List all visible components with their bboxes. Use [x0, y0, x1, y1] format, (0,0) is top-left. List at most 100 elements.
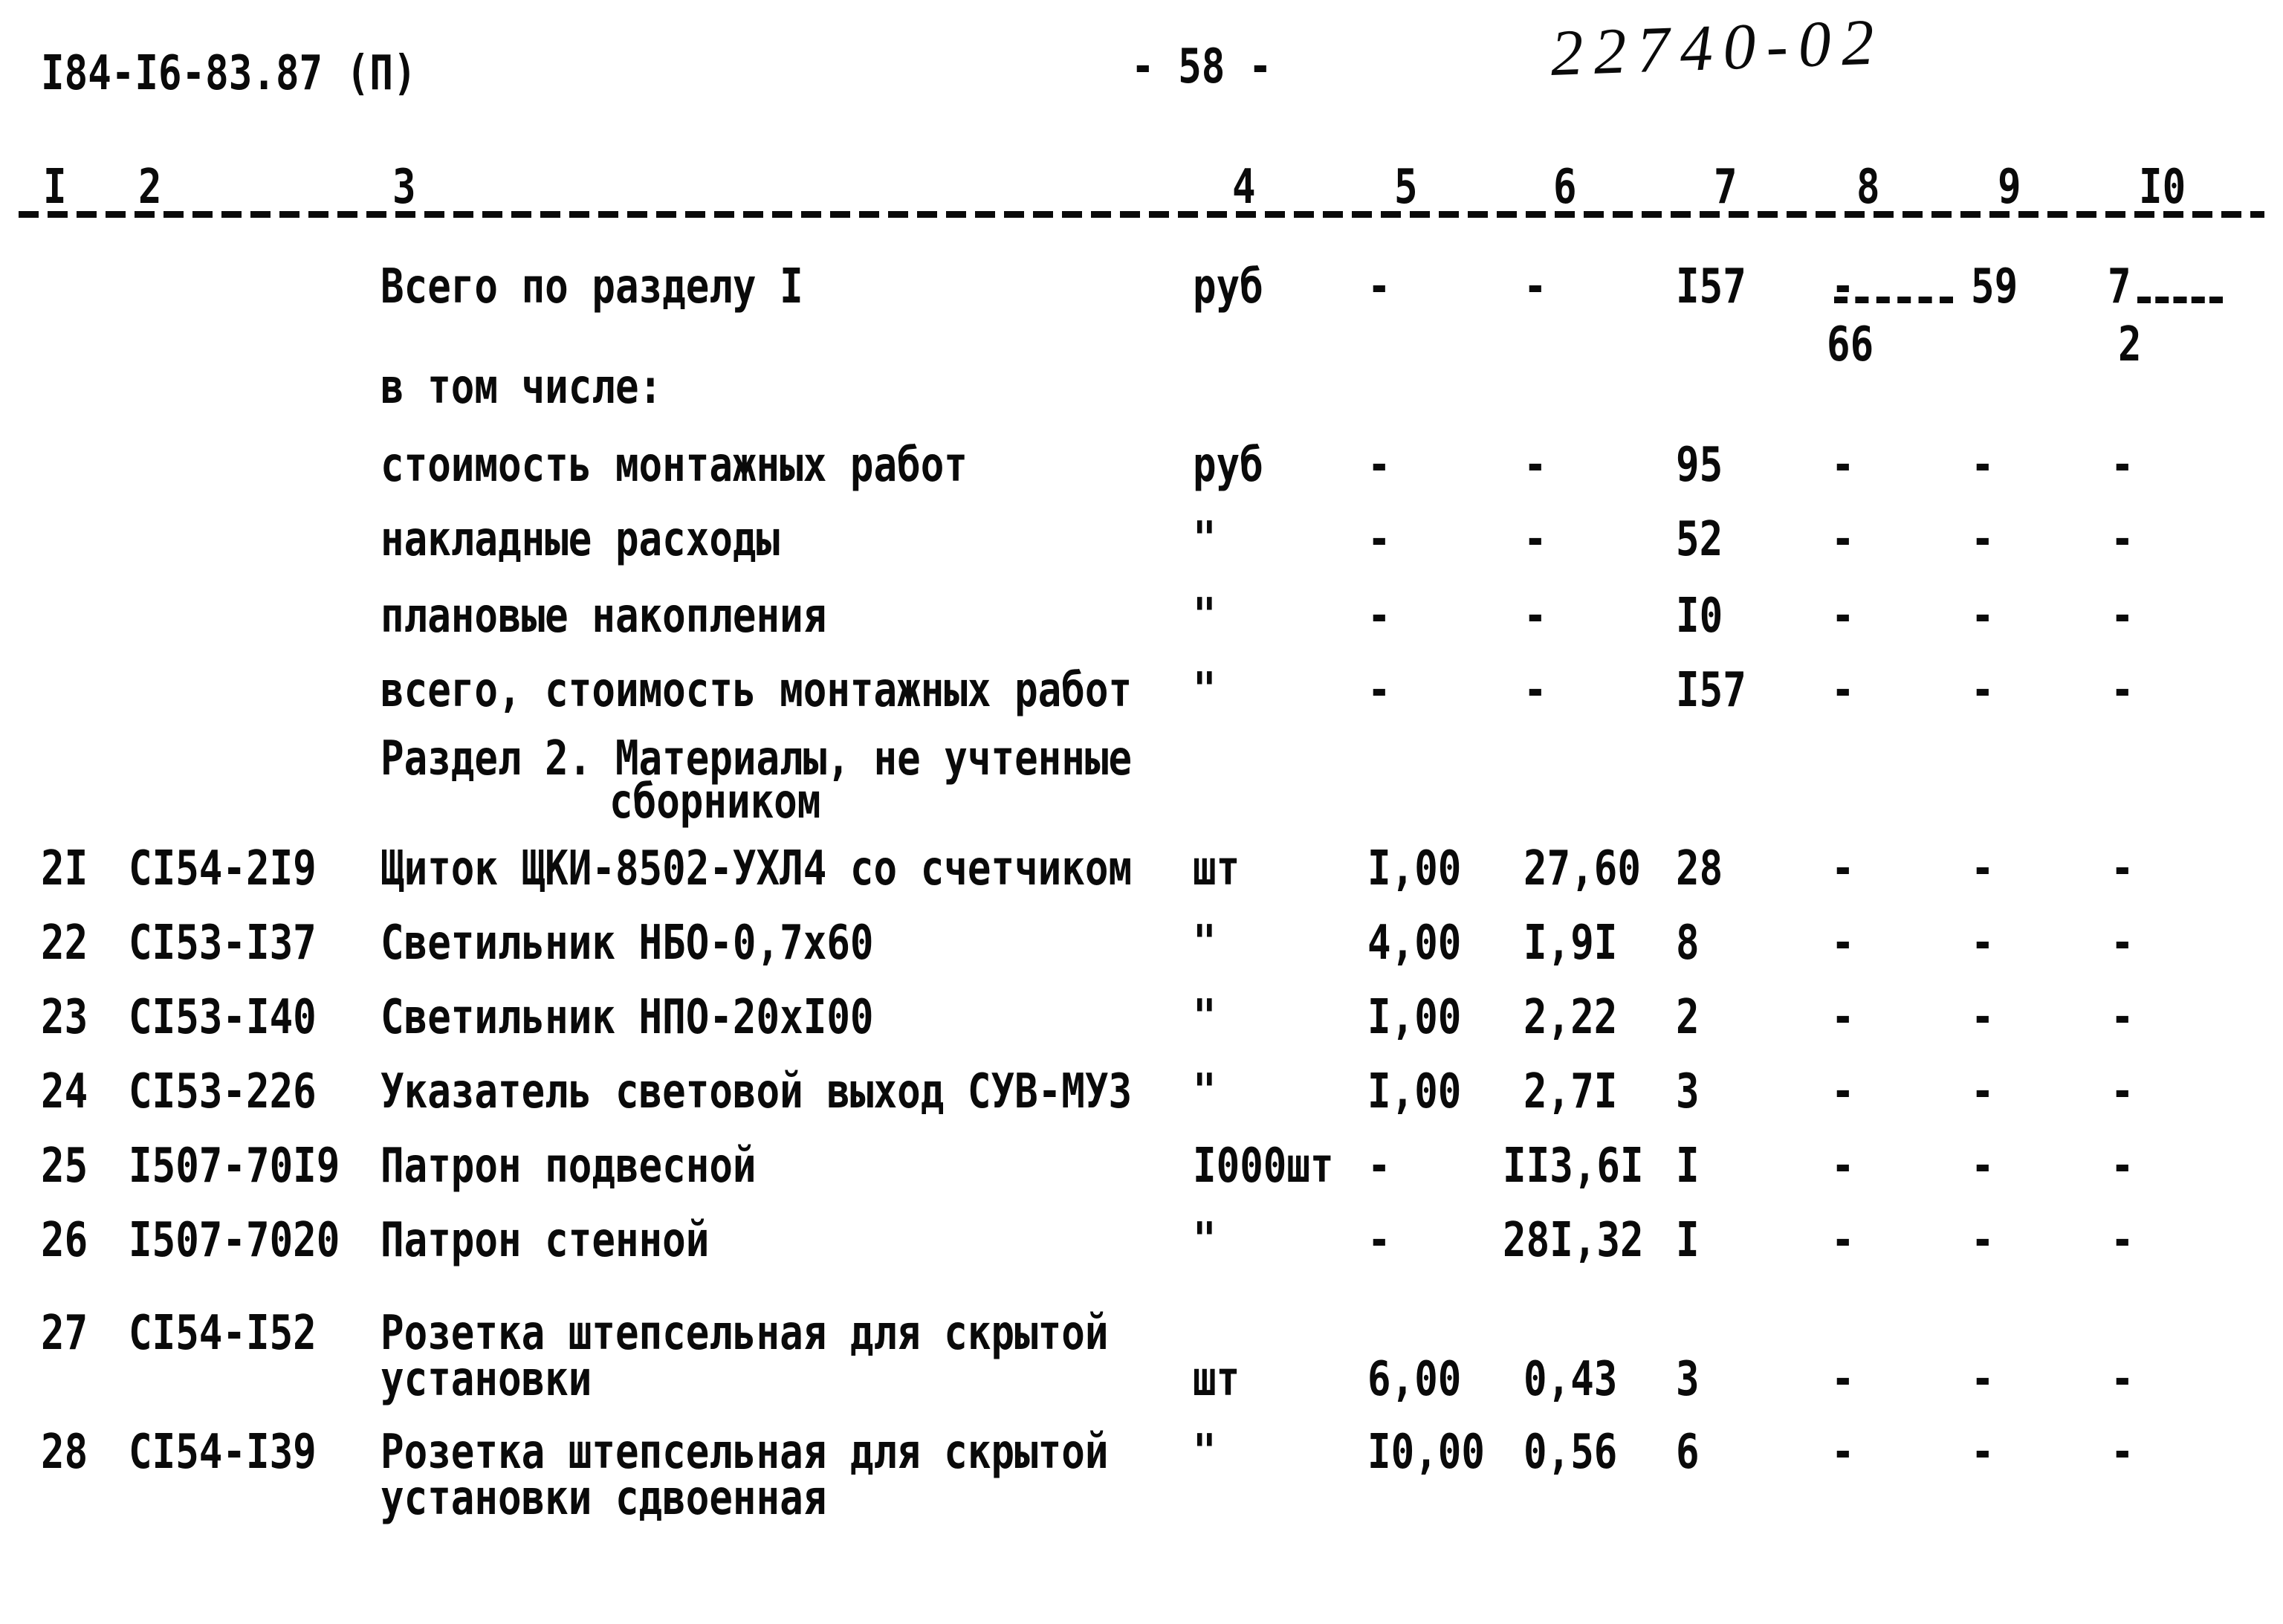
item-25-price: II3,6I [1503, 1139, 1644, 1194]
page-number: - 58 - [1131, 39, 1272, 94]
item-21-col8-dash: - [1831, 841, 1855, 896]
total-col8-fraction-rule [1834, 297, 1953, 303]
item-27-name-line2: установки [380, 1352, 592, 1407]
item-21-code: CI54-2I9 [129, 841, 317, 896]
item-26-col8-dash: - [1831, 1213, 1855, 1268]
item-23-col9-dash: - [1971, 990, 1995, 1045]
item-22-number: 22 [41, 916, 88, 971]
item-26-price: 28I,32 [1503, 1213, 1644, 1268]
col-header-5: 5 [1394, 160, 1418, 215]
item-27-qty: 6,00 [1367, 1352, 1462, 1407]
item-24-sum: 3 [1676, 1064, 1700, 1119]
item-21-col10-dash: - [2111, 841, 2134, 896]
item-23-price: 2,22 [1523, 990, 1618, 1045]
total-col10-denominator: 2 [2118, 317, 2142, 372]
col-header-4: 4 [1232, 160, 1256, 215]
item-24-code: CI53-226 [129, 1064, 317, 1119]
item-27-number: 27 [41, 1306, 88, 1361]
summary-row-3-label: плановые накопления [380, 589, 827, 644]
item-22-qty: 4,00 [1367, 916, 1462, 971]
item-23-unit: " [1193, 990, 1217, 1045]
summary-row-1-sum: 95 [1676, 438, 1723, 493]
summary-row-1-price-dash: - [1523, 438, 1547, 493]
item-28-name-line2: установки сдвоенная [380, 1471, 827, 1526]
item-27-col8-dash: - [1831, 1352, 1855, 1407]
item-24-price: 2,7I [1523, 1064, 1618, 1119]
item-26-number: 26 [41, 1213, 88, 1268]
item-28-code: CI54-I39 [129, 1425, 317, 1480]
item-27-code: CI54-I52 [129, 1306, 317, 1361]
summary-row-4-col8-dash: - [1831, 663, 1855, 718]
summary-row-1-col9-dash: - [1971, 438, 1995, 493]
item-28-name-line1: Розетка штепсельная для скрытой [380, 1425, 1109, 1480]
handwritten-mark: 22740-02 [1549, 6, 1886, 90]
summary-row-2-col10-dash: - [2111, 512, 2134, 567]
summary-row-3-price-dash: - [1523, 589, 1547, 644]
item-21-number: 2I [41, 841, 88, 896]
item-21-price: 27,60 [1523, 841, 1641, 896]
total-col10-fraction-rule [2137, 297, 2223, 303]
item-28-col10-dash: - [2111, 1425, 2134, 1480]
item-24-qty: I,00 [1367, 1064, 1462, 1119]
summary-row-2-col8-dash: - [1831, 512, 1855, 567]
item-22-col8-dash: - [1831, 916, 1855, 971]
summary-row-4-qty-dash: - [1367, 663, 1391, 718]
col-header-9: 9 [1998, 160, 2021, 215]
item-22-name: Светильник НБО-0,7х60 [380, 916, 874, 971]
summary-row-3-sum: I0 [1676, 589, 1723, 644]
summary-row-2-col9-dash: - [1971, 512, 1995, 567]
summary-row-4-label: всего, стоимость монтажных работ [380, 663, 1133, 718]
item-28-sum: 6 [1676, 1425, 1700, 1480]
item-28-price: 0,56 [1523, 1425, 1618, 1480]
summary-row-4-unit: " [1193, 663, 1217, 718]
summary-row-1-col10-dash: - [2111, 438, 2134, 493]
item-26-unit: " [1193, 1213, 1217, 1268]
including-label: в том числе: [380, 360, 663, 415]
item-23-code: CI53-I40 [129, 990, 317, 1045]
summary-row-1-col8-dash: - [1831, 438, 1855, 493]
total-row-qty-dash: - [1367, 259, 1391, 314]
item-24-number: 24 [41, 1064, 88, 1119]
item-27-sum: 3 [1676, 1352, 1700, 1407]
item-28-col9-dash: - [1971, 1425, 1995, 1480]
item-21-name: Щиток ЩКИ-8502-УХЛ4 со счетчиком [380, 841, 1133, 896]
item-24-col8-dash: - [1831, 1064, 1855, 1119]
item-26-name: Патрон стенной [380, 1213, 710, 1268]
item-25-sum: I [1676, 1139, 1700, 1194]
item-28-qty: I0,00 [1367, 1425, 1485, 1480]
item-25-unit: I000шт [1193, 1139, 1334, 1194]
item-25-code: I507-70I9 [129, 1139, 340, 1194]
summary-row-2-qty-dash: - [1367, 512, 1391, 567]
doc-number: I84-I6-83.87 (П) [41, 46, 417, 101]
item-23-col8-dash: - [1831, 990, 1855, 1045]
section2-title-line1: Раздел 2. Материалы, не учтенные [380, 731, 1133, 786]
item-26-code: I507-7020 [129, 1213, 340, 1268]
summary-row-4-col10-dash: - [2111, 663, 2134, 718]
table-header-dashed-rule [19, 211, 2264, 218]
item-25-col9-dash: - [1971, 1139, 1995, 1194]
col-header-7: 7 [1714, 160, 1738, 215]
item-22-col9-dash: - [1971, 916, 1995, 971]
item-21-qty: I,00 [1367, 841, 1462, 896]
item-26-col9-dash: - [1971, 1213, 1995, 1268]
summary-row-4-col9-dash: - [1971, 663, 1995, 718]
item-27-col9-dash: - [1971, 1352, 1995, 1407]
col-header-1: I [43, 160, 67, 215]
item-25-number: 25 [41, 1139, 88, 1194]
col-header-2: 2 [138, 160, 162, 215]
total-col10-numerator: 7 [2108, 259, 2131, 314]
item-23-number: 23 [41, 990, 88, 1045]
summary-row-3-qty-dash: - [1367, 589, 1391, 644]
summary-row-2-sum: 52 [1676, 512, 1723, 567]
summary-row-1-label: стоимость монтажных работ [380, 438, 968, 493]
item-28-col8-dash: - [1831, 1425, 1855, 1480]
item-21-col9-dash: - [1971, 841, 1995, 896]
summary-row-2-price-dash: - [1523, 512, 1547, 567]
item-28-number: 28 [41, 1425, 88, 1480]
item-25-col8-dash: - [1831, 1139, 1855, 1194]
item-24-col9-dash: - [1971, 1064, 1995, 1119]
summary-row-3-unit: " [1193, 589, 1217, 644]
item-22-code: CI53-I37 [129, 916, 317, 971]
col-header-3: 3 [392, 160, 416, 215]
